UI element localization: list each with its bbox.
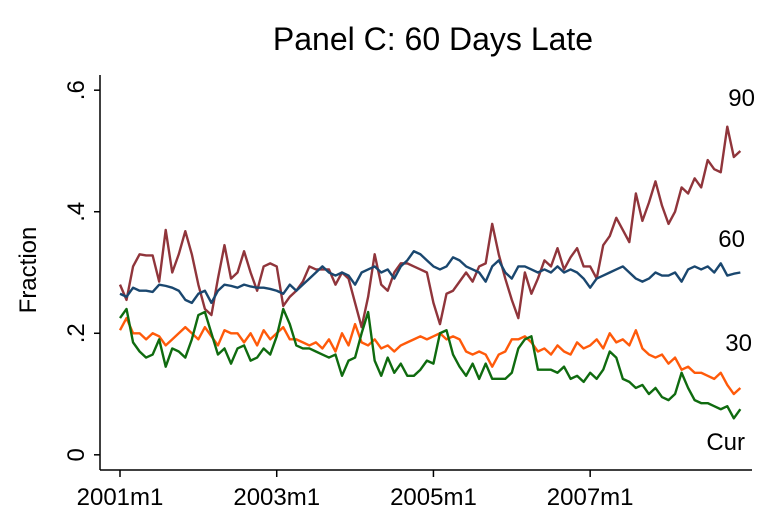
x-tick-label: 2001m1: [77, 484, 164, 511]
y-tick-label: .2: [63, 323, 90, 343]
chart-title: Panel C: 60 Days Late: [273, 21, 593, 57]
series-line: [119, 307, 742, 420]
y-tick-label: 0: [63, 448, 90, 461]
x-tick-label: 2005m1: [390, 484, 477, 511]
series-line: [118, 125, 742, 329]
series-label: 60: [718, 226, 745, 253]
x-tick-label: 2003m1: [233, 484, 320, 511]
x-tick-label: 2007m1: [547, 484, 634, 511]
series-line: [118, 316, 742, 396]
series-label: 30: [725, 330, 752, 357]
series-line: [119, 250, 741, 305]
series-label: Cur: [706, 429, 745, 456]
y-tick-label: .4: [63, 202, 90, 222]
y-axis-title: Fraction: [15, 227, 42, 314]
series-label: 90: [728, 85, 755, 112]
y-tick-label: .6: [63, 80, 90, 100]
